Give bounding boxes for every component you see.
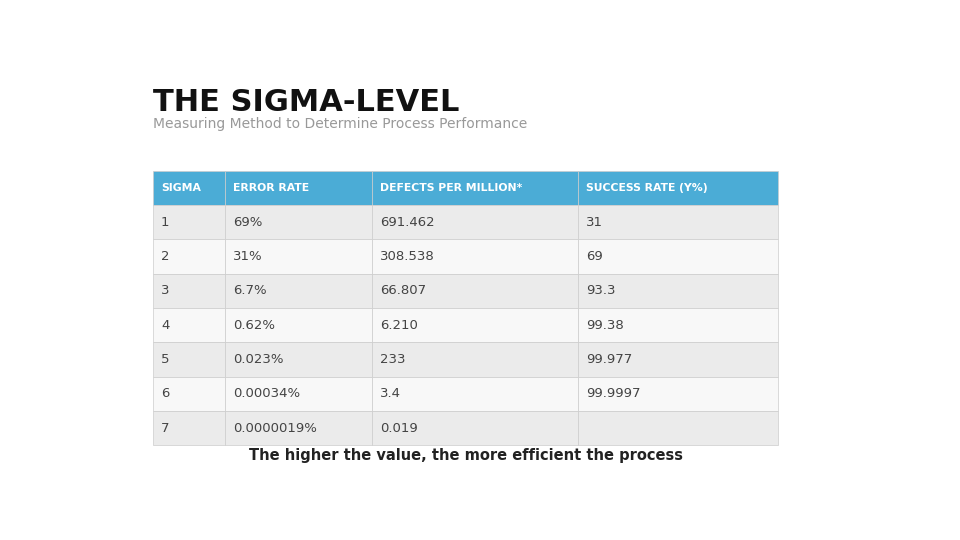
Text: 0.023%: 0.023%: [232, 353, 283, 366]
Text: SUCCESS RATE (Y%): SUCCESS RATE (Y%): [586, 183, 708, 193]
Text: 93.3: 93.3: [586, 285, 615, 298]
Bar: [579, 342, 779, 377]
Text: 691.462: 691.462: [379, 216, 434, 229]
Text: 4: 4: [161, 319, 169, 332]
Text: DEFECTS PER MILLION*: DEFECTS PER MILLION*: [379, 183, 522, 193]
Text: 99.977: 99.977: [586, 353, 632, 366]
Bar: [372, 171, 579, 205]
Text: 2: 2: [161, 250, 169, 263]
Bar: [579, 377, 779, 411]
Text: 6: 6: [161, 387, 169, 400]
Text: 66.807: 66.807: [379, 285, 426, 298]
Bar: [579, 239, 779, 274]
Text: 0.019: 0.019: [379, 422, 418, 435]
Text: 69: 69: [586, 250, 603, 263]
Bar: [226, 377, 372, 411]
Bar: [154, 239, 226, 274]
Bar: [154, 342, 226, 377]
Text: 0.00034%: 0.00034%: [232, 387, 300, 400]
Bar: [372, 342, 579, 377]
Bar: [226, 205, 372, 239]
Bar: [154, 171, 226, 205]
Text: 233: 233: [379, 353, 405, 366]
Bar: [226, 308, 372, 342]
Text: 69%: 69%: [232, 216, 262, 229]
Text: 0.0000019%: 0.0000019%: [232, 422, 317, 435]
Text: THE SIGMA-LEVEL: THE SIGMA-LEVEL: [154, 87, 460, 117]
Bar: [372, 274, 579, 308]
Bar: [579, 308, 779, 342]
Text: 7: 7: [161, 422, 169, 435]
Text: SIGMA: SIGMA: [161, 183, 201, 193]
Bar: [372, 411, 579, 446]
Text: ERROR RATE: ERROR RATE: [232, 183, 309, 193]
Text: 308.538: 308.538: [379, 250, 435, 263]
Bar: [226, 239, 372, 274]
Text: 1: 1: [161, 216, 169, 229]
Bar: [579, 171, 779, 205]
Bar: [226, 411, 372, 446]
Text: 5: 5: [161, 353, 169, 366]
Text: 99.9997: 99.9997: [586, 387, 640, 400]
Bar: [154, 274, 226, 308]
Text: 31: 31: [586, 216, 603, 229]
Text: Measuring Method to Determine Process Performance: Measuring Method to Determine Process Pe…: [154, 117, 528, 131]
Bar: [579, 205, 779, 239]
Bar: [226, 171, 372, 205]
Bar: [579, 411, 779, 446]
Text: 6.210: 6.210: [379, 319, 418, 332]
Bar: [372, 377, 579, 411]
Text: 6.7%: 6.7%: [232, 285, 267, 298]
Bar: [579, 274, 779, 308]
Text: 99.38: 99.38: [586, 319, 624, 332]
Text: The higher the value, the more efficient the process: The higher the value, the more efficient…: [249, 448, 683, 463]
Text: 3.4: 3.4: [379, 387, 400, 400]
Text: 31%: 31%: [232, 250, 262, 263]
Bar: [226, 274, 372, 308]
Bar: [154, 205, 226, 239]
Bar: [226, 342, 372, 377]
Bar: [154, 377, 226, 411]
Bar: [154, 308, 226, 342]
Bar: [372, 308, 579, 342]
Bar: [372, 239, 579, 274]
Text: 3: 3: [161, 285, 169, 298]
Text: 0.62%: 0.62%: [232, 319, 275, 332]
Bar: [372, 205, 579, 239]
Bar: [154, 411, 226, 446]
